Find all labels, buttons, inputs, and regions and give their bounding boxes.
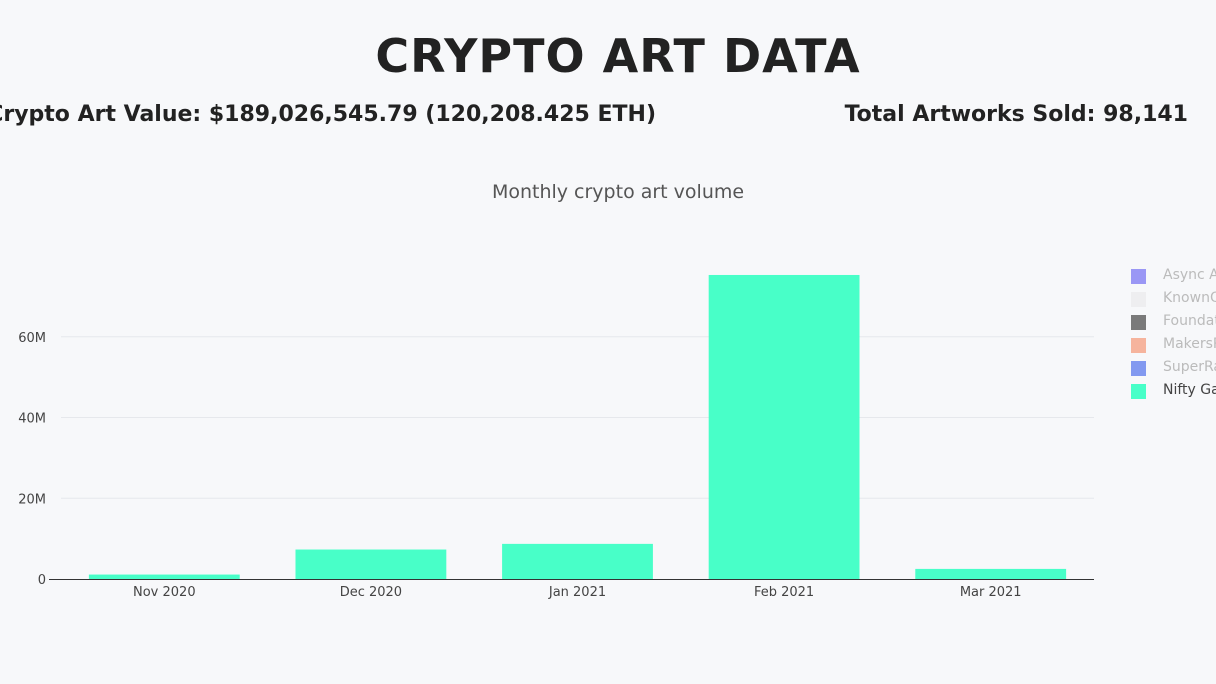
bar xyxy=(88,574,240,579)
x-tick-label: Feb 2021 xyxy=(754,585,814,600)
legend-item[interactable]: SuperRare xyxy=(1131,358,1216,381)
legend-swatch xyxy=(1131,315,1146,330)
legend-item[interactable]: Foundation xyxy=(1131,312,1216,335)
legend-item[interactable]: MakersPlace xyxy=(1131,335,1216,358)
legend-swatch xyxy=(1131,269,1146,284)
legend-item[interactable]: KnownOrigin xyxy=(1131,289,1216,312)
legend-swatch xyxy=(1131,361,1146,376)
y-tick-label: 40M xyxy=(18,412,46,427)
total-sold-stat: Total Artworks Sold: 98,141 xyxy=(844,102,1188,127)
chart-title: Monthly crypto art volume xyxy=(491,181,745,203)
legend-label: SuperRare xyxy=(1163,359,1216,375)
legend-label: KnownOrigin xyxy=(1163,290,1216,306)
page-title: CRYPTO ART DATA xyxy=(375,29,861,83)
bar-chart: 0 20M 40M 60M Nov 2020 Dec 2020 Jan 2021 Feb 20… xyxy=(18,274,1094,600)
x-tick-label: Mar 2021 xyxy=(960,585,1022,600)
y-tick-label: 0 xyxy=(38,573,46,588)
bar xyxy=(708,274,860,579)
x-tick-label: Dec 2020 xyxy=(340,585,402,600)
legend-item[interactable]: Nifty Gateway xyxy=(1131,381,1216,404)
legend-swatch xyxy=(1131,384,1146,399)
legend-label: Nifty Gateway xyxy=(1163,382,1216,398)
y-tick-label: 60M xyxy=(18,331,46,346)
legend-label: MakersPlace xyxy=(1163,336,1216,352)
bar xyxy=(915,568,1067,579)
legend-label: Async Art xyxy=(1163,267,1216,283)
y-tick-label: 20M xyxy=(18,492,46,507)
bar xyxy=(502,543,653,579)
legend-swatch xyxy=(1131,338,1146,353)
legend-swatch xyxy=(1131,292,1146,307)
x-tick-label: Jan 2021 xyxy=(548,585,606,600)
legend-item[interactable]: Async Art xyxy=(1131,266,1216,289)
total-value-stat: Total Crypto Art Value: $189,026,545.79 … xyxy=(0,102,656,127)
chart-legend: Async Art KnownOrigin Foundation MakersPlac… xyxy=(1131,266,1216,404)
legend-label: Foundation xyxy=(1163,313,1216,329)
x-tick-label: Nov 2020 xyxy=(133,585,196,600)
bar xyxy=(295,549,447,579)
